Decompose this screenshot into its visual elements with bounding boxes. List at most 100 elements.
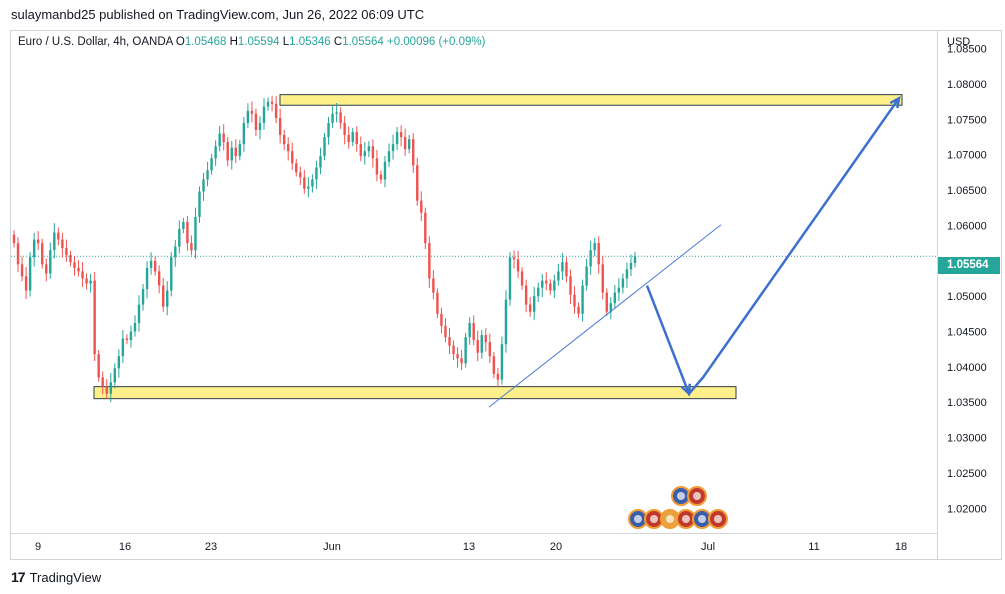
chart-pane[interactable]: Euro / U.S. Dollar, 4h, OANDA O1.05468 H… (10, 30, 938, 534)
candle-body (383, 161, 387, 180)
candle-body (496, 373, 500, 380)
candle-body (157, 271, 161, 286)
tradingview-watermark[interactable]: 17 TradingView (11, 569, 101, 585)
time-axis[interactable]: 9 16 23 Jun 13 20 Jul 11 18 (10, 534, 938, 560)
time-tick-label: 23 (205, 541, 217, 553)
axis-corner[interactable] (938, 534, 1002, 560)
time-tick-label: Jun (323, 541, 341, 553)
candle-body (391, 144, 395, 152)
candle-body (125, 338, 129, 340)
candle-body (69, 255, 72, 263)
candle-body (395, 132, 399, 145)
candle-body (299, 172, 302, 178)
candle-body (379, 174, 383, 180)
price-axis[interactable]: USD 1.08500 1.08000 1.07500 1.07000 1.06500 1… (938, 30, 1002, 534)
time-tick-label: 9 (35, 541, 41, 553)
candle-body (266, 101, 270, 107)
candle-body (36, 239, 40, 244)
time-tick-label: 18 (895, 541, 907, 553)
ascending-trendline (488, 224, 722, 408)
candle-body (597, 243, 600, 265)
price-tick-label: 1.06500 (947, 185, 987, 197)
candle-body (190, 243, 193, 251)
candle-body (210, 158, 213, 171)
candle-body (444, 325, 447, 338)
time-tick-label: Jul (701, 541, 715, 553)
candle-body (516, 259, 520, 272)
candle-body (593, 243, 596, 251)
projection-path (645, 97, 901, 397)
candle-body (460, 358, 463, 364)
candle-body (363, 151, 367, 157)
candle-body (323, 137, 326, 157)
price-tick-label: 1.05000 (947, 291, 987, 303)
candle-body (553, 280, 556, 291)
candle-body (577, 306, 580, 314)
candle-body (170, 257, 173, 291)
price-tick-label: 1.07500 (947, 114, 987, 126)
time-tick-label: 16 (119, 541, 131, 553)
candle-body (315, 167, 318, 180)
candle-body (202, 179, 205, 192)
candle-body (432, 278, 435, 293)
candle-body (242, 122, 246, 145)
candle-body (166, 290, 169, 307)
price-tick-label: 1.04500 (947, 326, 987, 338)
candle-body (488, 342, 492, 357)
candle-body (291, 151, 294, 164)
candle-body (73, 262, 76, 268)
candle-body (617, 287, 621, 293)
candle-body (573, 294, 576, 307)
candle-body (24, 276, 28, 291)
candle-body (520, 271, 524, 286)
candle-body (129, 331, 133, 340)
low-label: L (282, 36, 290, 48)
candle-body (355, 132, 358, 145)
candle-body (633, 256, 637, 264)
candle-body (121, 338, 125, 357)
candle-body (206, 170, 209, 180)
candle-body (303, 177, 306, 189)
candle-body (161, 285, 165, 307)
candle-body (278, 117, 282, 135)
candle-body (440, 313, 443, 326)
open-label: O (175, 36, 185, 48)
candle-body (403, 137, 407, 150)
candle-body (258, 122, 262, 130)
candle-body (49, 250, 52, 274)
resistance-zone (279, 94, 903, 106)
candle-body (61, 239, 64, 249)
price-chart[interactable] (11, 31, 937, 533)
publisher-line: sulaymanbd25 published on TradingView.co… (11, 7, 425, 22)
candle-body (282, 134, 286, 145)
price-tick-label: 1.04000 (947, 362, 987, 374)
candle-body (65, 248, 68, 256)
candle-body (153, 260, 157, 272)
candle-body (230, 147, 233, 161)
price-tick-label: 1.07000 (947, 150, 987, 162)
candle-body (234, 147, 237, 157)
candle-body (57, 232, 60, 240)
candle-body (149, 260, 153, 268)
candle-body (343, 122, 346, 135)
candle-body (621, 278, 625, 288)
projection-arrowhead-up (889, 95, 901, 109)
candle-body (472, 323, 475, 340)
candle-body (565, 262, 568, 277)
candle-body (456, 354, 459, 359)
candle-body (464, 337, 467, 364)
candle-body (557, 271, 560, 281)
price-tick-label: 1.03000 (947, 433, 987, 445)
candle-body (561, 262, 564, 272)
open-value: 1.05468 (184, 36, 227, 48)
price-tick-label: 1.03500 (947, 397, 987, 409)
candle-body (81, 271, 84, 279)
tradingview-logo-icon: 17 (11, 569, 26, 585)
candle-body (28, 257, 32, 291)
candle-body (89, 280, 92, 284)
candle-body (198, 191, 201, 217)
price-tick-label: 1.08500 (947, 44, 987, 56)
high-value: 1.05594 (237, 36, 280, 48)
candle-body (500, 344, 504, 380)
candle-body (218, 133, 221, 147)
